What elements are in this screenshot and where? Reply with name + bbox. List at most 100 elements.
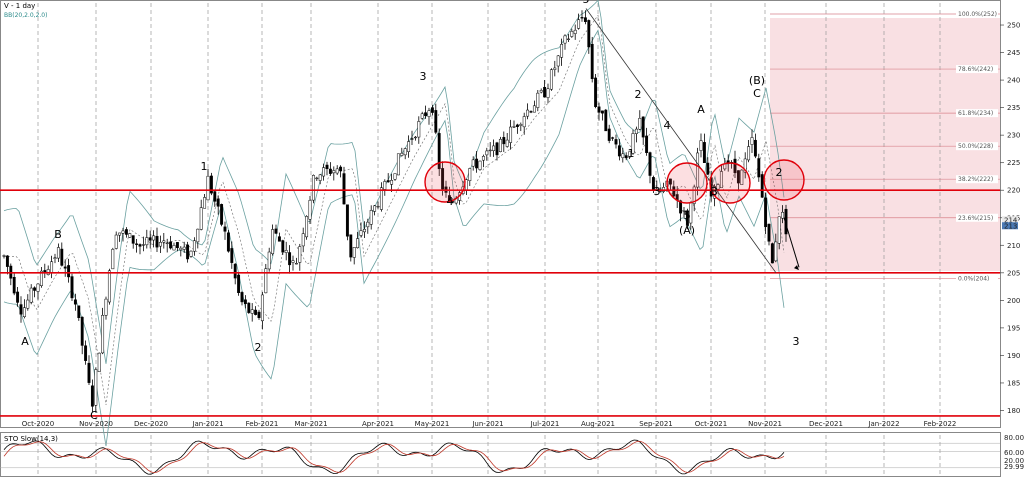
wave-label: 3	[420, 70, 427, 83]
candle-body	[492, 145, 496, 151]
fib-label-bg	[956, 109, 998, 118]
candle-body	[553, 67, 557, 70]
candle-body	[600, 110, 604, 114]
candle-body	[631, 133, 635, 154]
fib-label: 0.0%(204)	[958, 275, 989, 282]
candle-body	[733, 158, 737, 174]
wave-label: 4	[664, 119, 671, 132]
x-tick-label: May-2021	[415, 420, 450, 428]
x-tick-label: Aug-2021	[581, 420, 615, 428]
candle-body	[26, 299, 30, 309]
wave-label: 1	[628, 147, 635, 160]
candle-body	[560, 44, 564, 58]
candle-body	[566, 38, 570, 40]
candle-body	[56, 247, 60, 259]
wave-label: 4	[447, 195, 454, 208]
candle-body	[345, 204, 349, 237]
candle-body	[736, 170, 740, 184]
candle-body	[740, 169, 744, 185]
highlight-circle	[763, 159, 805, 201]
wave-label: 5	[583, 0, 590, 6]
fib-label-bg	[956, 10, 998, 19]
fib-label: 100.0%(252)	[958, 11, 997, 18]
candle-body	[641, 116, 645, 138]
candle-body	[356, 238, 360, 249]
y-tick-label: 230	[1007, 132, 1020, 140]
candle-body	[685, 210, 689, 226]
candle-body	[138, 244, 142, 247]
candle-body	[39, 270, 43, 286]
candle-body	[196, 228, 200, 243]
candle-body	[311, 175, 315, 201]
candle-body	[417, 121, 421, 138]
y-tick-label: 245	[1007, 49, 1020, 57]
candle-body	[713, 186, 717, 199]
candle-body	[478, 160, 482, 170]
candle-body	[597, 106, 601, 113]
x-tick-label: Dec-2021	[809, 420, 843, 428]
candle-body	[583, 17, 587, 22]
oscillator-label: STO Slow(14,3)	[4, 435, 58, 443]
wave-label: A	[21, 335, 29, 348]
candle-body	[767, 223, 771, 242]
candle-body	[131, 235, 135, 244]
candle-body	[519, 124, 523, 126]
candle-body	[702, 142, 706, 163]
candle-body	[257, 311, 261, 318]
fib-levels: 100.0%(252) 78.6%(242) 61.8%(234) 50.0%(228…	[770, 10, 1000, 283]
candle-body	[764, 197, 768, 228]
y-tick-label: 185	[1007, 379, 1020, 387]
candle-body	[777, 216, 781, 244]
candle-body	[70, 276, 74, 299]
bollinger-bands	[3, 0, 785, 447]
candle-body	[63, 266, 67, 269]
candle-body	[400, 152, 404, 156]
candle-body	[607, 128, 611, 141]
candle-body	[383, 181, 387, 190]
wave-label: 3	[793, 335, 800, 348]
y-tick-label: 210	[1007, 242, 1020, 250]
candle-body	[509, 126, 513, 143]
fib-label-bg	[956, 142, 998, 151]
candle-body	[206, 175, 210, 201]
candle-body	[94, 369, 98, 406]
candle-body	[410, 138, 414, 140]
y-tick-label: 205	[1007, 269, 1020, 277]
y-tick-label: 220	[1007, 187, 1020, 195]
candle-body	[97, 352, 101, 372]
candle-body	[512, 126, 516, 128]
price-tag	[1002, 222, 1018, 230]
candle-body	[359, 230, 363, 236]
candle-body	[563, 35, 567, 44]
candle-body	[155, 235, 159, 248]
indicator-label: BB(20,2.0,2.0)	[4, 12, 47, 19]
candle-body	[237, 274, 241, 293]
candle-body	[50, 261, 54, 273]
candle-body	[325, 164, 329, 170]
candle-body	[668, 178, 672, 185]
candle-body	[2, 255, 6, 257]
candle-body	[624, 155, 628, 159]
candle-body	[322, 167, 326, 177]
highlight-circle	[666, 162, 708, 204]
candle-body	[743, 158, 747, 173]
candle-body	[407, 141, 411, 152]
wave-label: 1	[201, 160, 208, 173]
candle-body	[87, 362, 91, 383]
candle-body	[141, 244, 145, 246]
candle-body	[634, 128, 638, 134]
candle-body	[427, 110, 431, 117]
candle-body	[230, 248, 234, 263]
bb-lower	[3, 29, 785, 447]
candle-body	[189, 250, 193, 257]
x-tick-label: Feb-2022	[924, 420, 957, 428]
candle-body	[468, 168, 472, 181]
y-tick-label: 180	[1007, 407, 1020, 415]
wave-label: (A)	[679, 224, 695, 237]
candle-body	[750, 137, 754, 145]
candle-body	[328, 168, 332, 174]
candle-body	[121, 230, 125, 234]
candles	[2, 10, 788, 413]
candle-body	[209, 175, 213, 194]
